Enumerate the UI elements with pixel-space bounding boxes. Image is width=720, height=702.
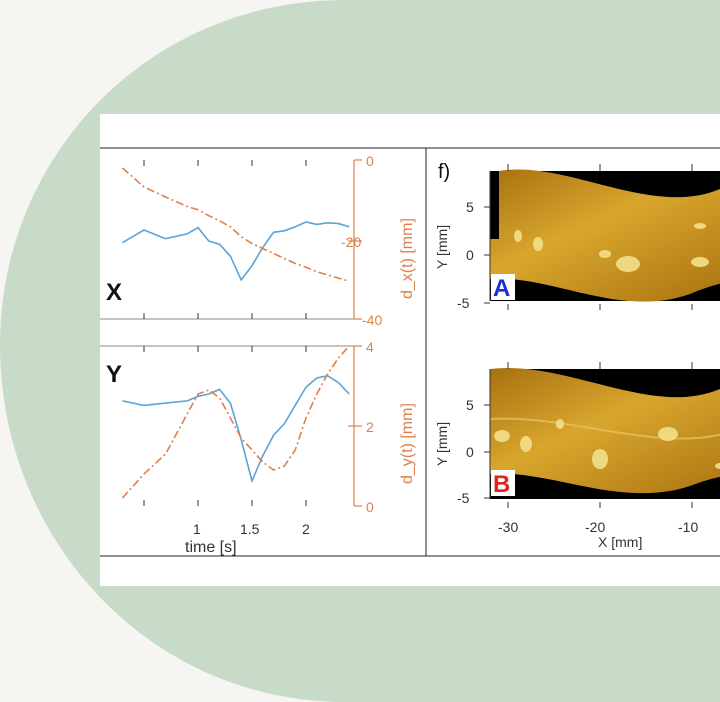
image-x-tick-20: -20 <box>585 519 605 535</box>
right-axis-label-x: d_x(t) [mm] <box>399 218 416 299</box>
image-b <box>490 363 720 499</box>
image-x-axis-label: X [mm] <box>598 534 642 550</box>
left-x-axis-label: time [s] <box>185 539 237 556</box>
image-b-y-axis-label: Y [mm] <box>434 422 450 466</box>
image-a-ytick-5: 5 <box>466 199 474 215</box>
image-x-tick-30: -30 <box>498 519 518 535</box>
right-tick-y-mid: 2 <box>366 419 374 435</box>
y-displacement-blue-line <box>122 374 350 484</box>
left-x-tick-1: 1 <box>193 521 201 537</box>
panel-x-label: X <box>106 279 122 306</box>
image-b-ytick-5: 5 <box>466 397 474 413</box>
panel-y-label: Y <box>106 361 122 388</box>
right-tick-y-min: 0 <box>366 499 374 515</box>
image-a-label-box: A <box>491 274 515 302</box>
image-b-ytick-m5: -5 <box>457 490 470 506</box>
y-displacement-orange-line <box>121 345 350 499</box>
panel-x <box>121 167 350 282</box>
image-frame-ticks <box>484 164 693 508</box>
right-tick-x-mid: -20 <box>341 234 361 250</box>
image-x-tick-10: -10 <box>678 519 698 535</box>
image-b-ytick-0: 0 <box>466 444 474 460</box>
figure-frame <box>100 147 720 557</box>
figure-image: X Y 0 -20 -40 4 2 0 d_x(t) [mm] d_y(t) [… <box>100 114 720 586</box>
x-displacement-blue-line <box>121 221 350 282</box>
left-x-ticks <box>143 160 307 506</box>
right-tick-x-0: 0 <box>366 153 374 169</box>
right-tick-x-min: -40 <box>362 312 382 328</box>
right-axis-label-y: d_y(t) [mm] <box>399 403 416 484</box>
image-a-ytick-m5: -5 <box>457 295 470 311</box>
image-b-label: B <box>493 471 510 498</box>
image-a-label: A <box>493 275 510 302</box>
panel-y <box>121 345 350 499</box>
right-axis-ticks <box>348 159 362 507</box>
image-a-ytick-0: 0 <box>466 247 474 263</box>
left-x-tick-3: 2 <box>302 521 310 537</box>
x-displacement-orange-line <box>121 167 350 282</box>
right-tick-y-max: 4 <box>366 339 374 355</box>
image-a <box>490 163 720 302</box>
image-a-y-axis-label: Y [mm] <box>434 225 450 269</box>
image-b-label-box: B <box>491 470 515 498</box>
panel-f-label: f) <box>438 161 450 183</box>
left-x-tick-2: 1.5 <box>240 521 260 537</box>
